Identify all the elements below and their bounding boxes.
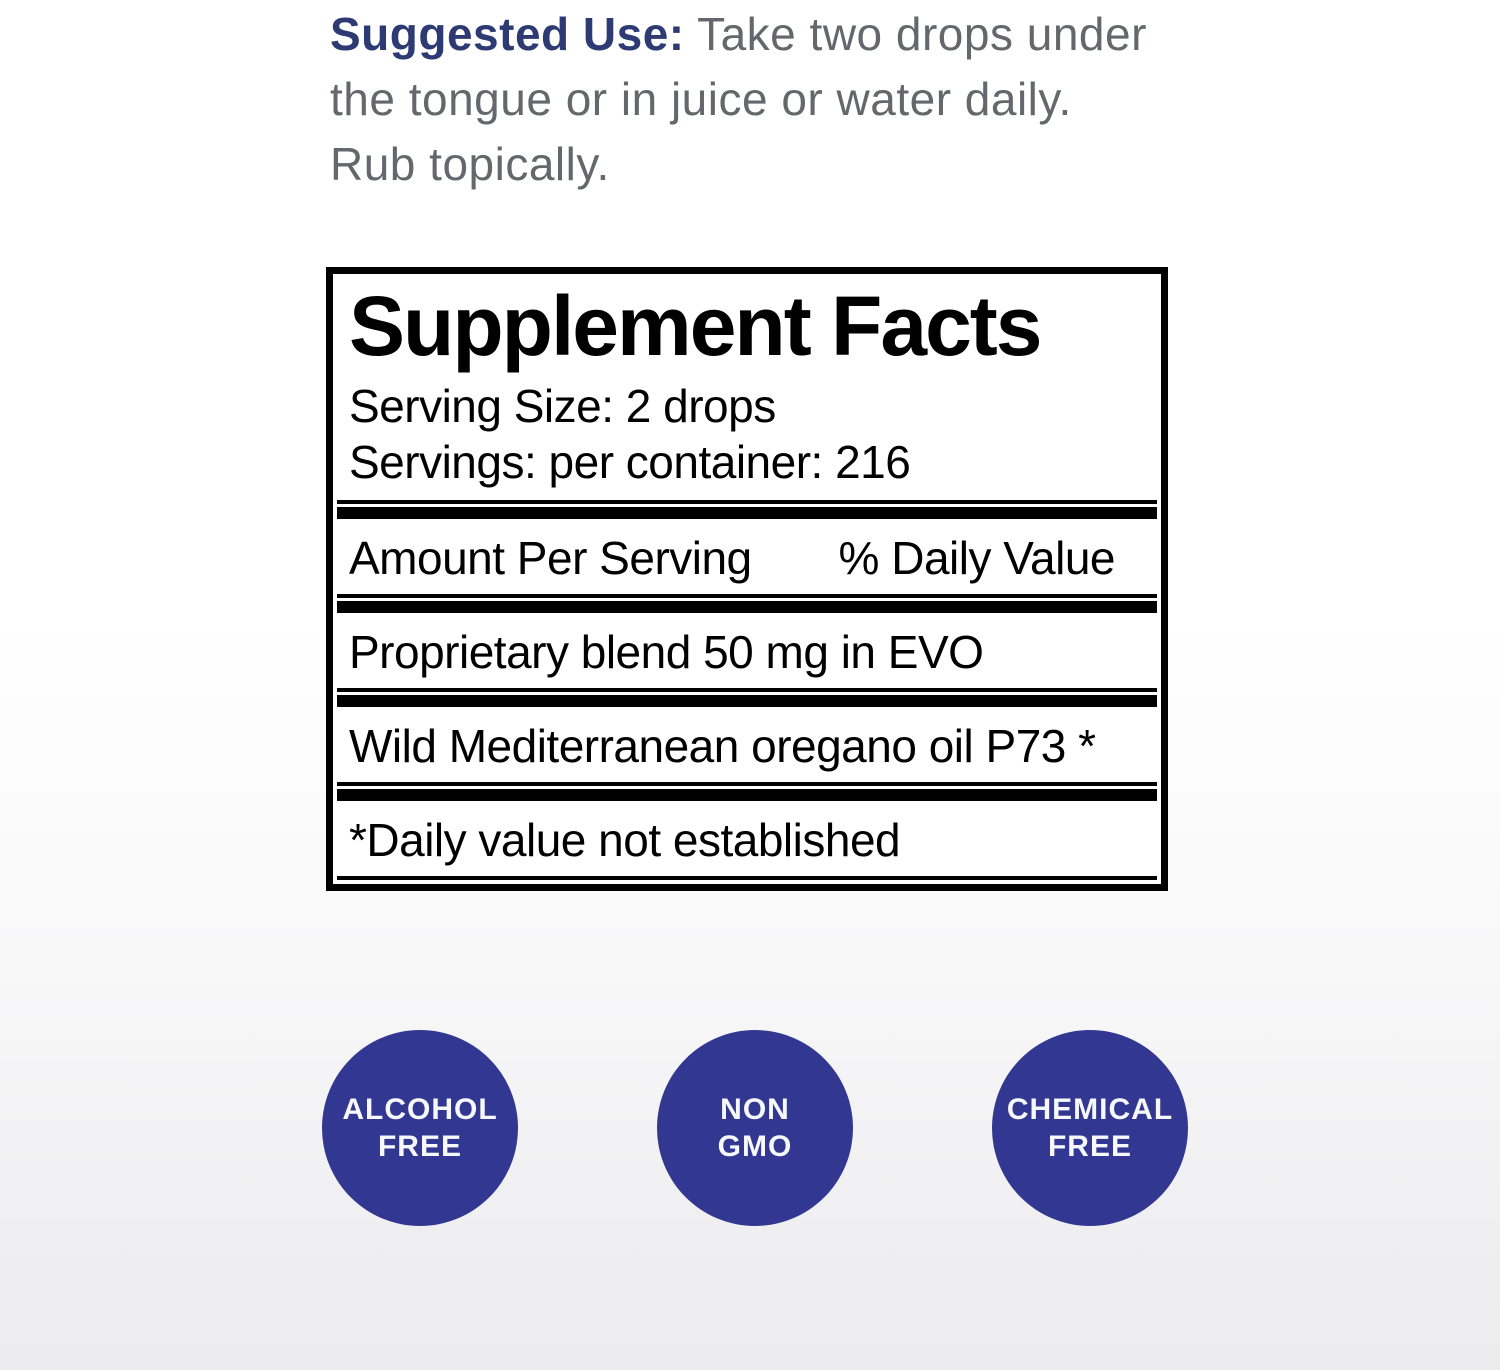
badge-alcohol-free: ALCOHOL FREE xyxy=(322,1030,518,1226)
divider-bar xyxy=(337,789,1157,801)
suggested-use-line-2: the tongue or in juice or water daily. xyxy=(330,73,1072,125)
supplement-facts-header: Supplement Facts Serving Size: 2 drops S… xyxy=(337,278,1157,500)
suggested-use-line-3: Rub topically. xyxy=(330,138,610,190)
serving-size-line: Serving Size: 2 drops xyxy=(349,380,776,432)
daily-value-footnote: *Daily value not established xyxy=(349,814,901,866)
amount-per-serving-header: Amount Per Serving xyxy=(349,532,752,584)
divider-rule xyxy=(337,782,1157,786)
badge-alcohol-free-line-1: ALCOHOL xyxy=(342,1093,498,1126)
divider-bar xyxy=(337,601,1157,613)
badge-non-gmo: NON GMO xyxy=(657,1030,853,1226)
divider-rule xyxy=(337,688,1157,692)
servings-per-container-line: Servings: per container: 216 xyxy=(349,436,911,488)
ingredient-row-proprietary-blend: Proprietary blend 50 mg in EVO xyxy=(349,626,984,678)
column-header-row: Amount Per Serving % Daily Value xyxy=(337,522,1157,594)
divider-rule xyxy=(337,594,1157,598)
suggested-use-paragraph: Suggested Use: Take two drops under the … xyxy=(330,2,1210,197)
suggested-use-line-1: Take two drops under xyxy=(697,8,1147,60)
divider-rule xyxy=(337,500,1157,504)
divider-bar xyxy=(337,695,1157,707)
badge-chemical-free-line-2: FREE xyxy=(1047,1130,1132,1163)
supplement-facts-panel: Supplement Facts Serving Size: 2 drops S… xyxy=(326,267,1168,891)
ingredient-row-oregano-oil: Wild Mediterranean oregano oil P73 * xyxy=(349,720,1096,772)
badge-non-gmo-line-2: GMO xyxy=(717,1130,793,1163)
suggested-use-label: Suggested Use: xyxy=(330,8,685,60)
daily-value-header: % Daily Value xyxy=(838,532,1116,584)
supplement-facts-title: Supplement Facts xyxy=(349,279,1042,373)
badge-alcohol-free-line-2: FREE xyxy=(377,1130,462,1163)
badge-chemical-free-line-1: CHEMICAL xyxy=(1006,1093,1174,1126)
divider-rule xyxy=(337,876,1157,880)
badge-non-gmo-line-1: NON xyxy=(720,1093,790,1126)
divider-bar xyxy=(337,507,1157,519)
badge-chemical-free: CHEMICAL FREE xyxy=(992,1030,1188,1226)
